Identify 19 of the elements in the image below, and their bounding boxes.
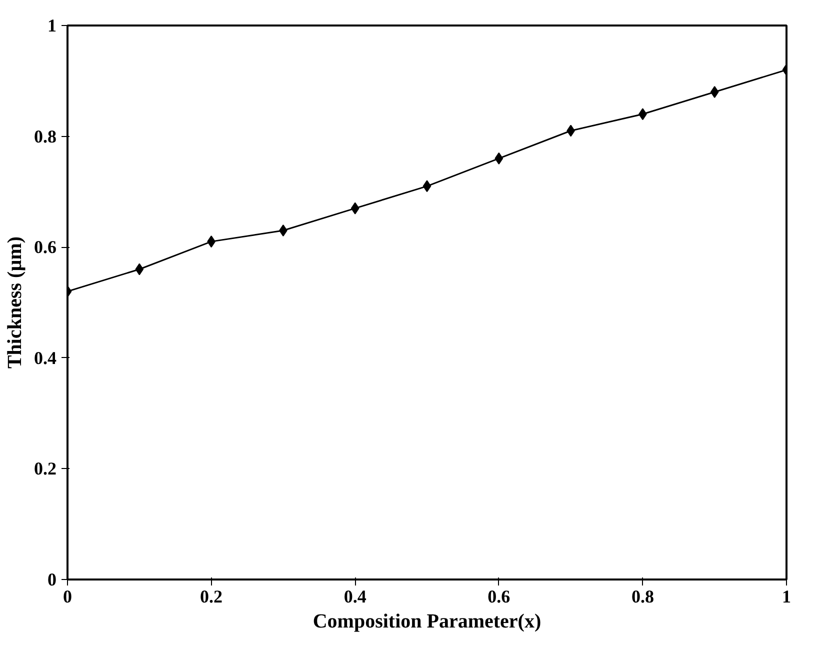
y-tick-label: 0.4: [34, 348, 56, 368]
x-tick-label: 0: [63, 586, 72, 606]
point: [422, 180, 432, 192]
y-tick-label: 0: [48, 570, 56, 590]
x-tick-label: 0.8: [631, 586, 654, 606]
x-tick-label: 0.6: [488, 586, 510, 606]
y-tick-label: 0.8: [34, 126, 56, 146]
x-tick-label: 1: [782, 586, 791, 606]
x-tick-label: 0.4: [344, 586, 366, 606]
point: [710, 86, 719, 98]
y-tick-label: 1: [48, 16, 56, 36]
x-axis-title: Composition Parameter(x): [312, 610, 542, 632]
point: [350, 202, 360, 214]
point: [135, 263, 144, 276]
y-axis-title: Thickness (µm): [4, 236, 26, 369]
y-tick-label: 0.2: [34, 458, 56, 479]
x-tick-label: 0.2: [200, 586, 223, 606]
point: [494, 152, 504, 164]
y-tick-label: 0.6: [34, 237, 56, 258]
